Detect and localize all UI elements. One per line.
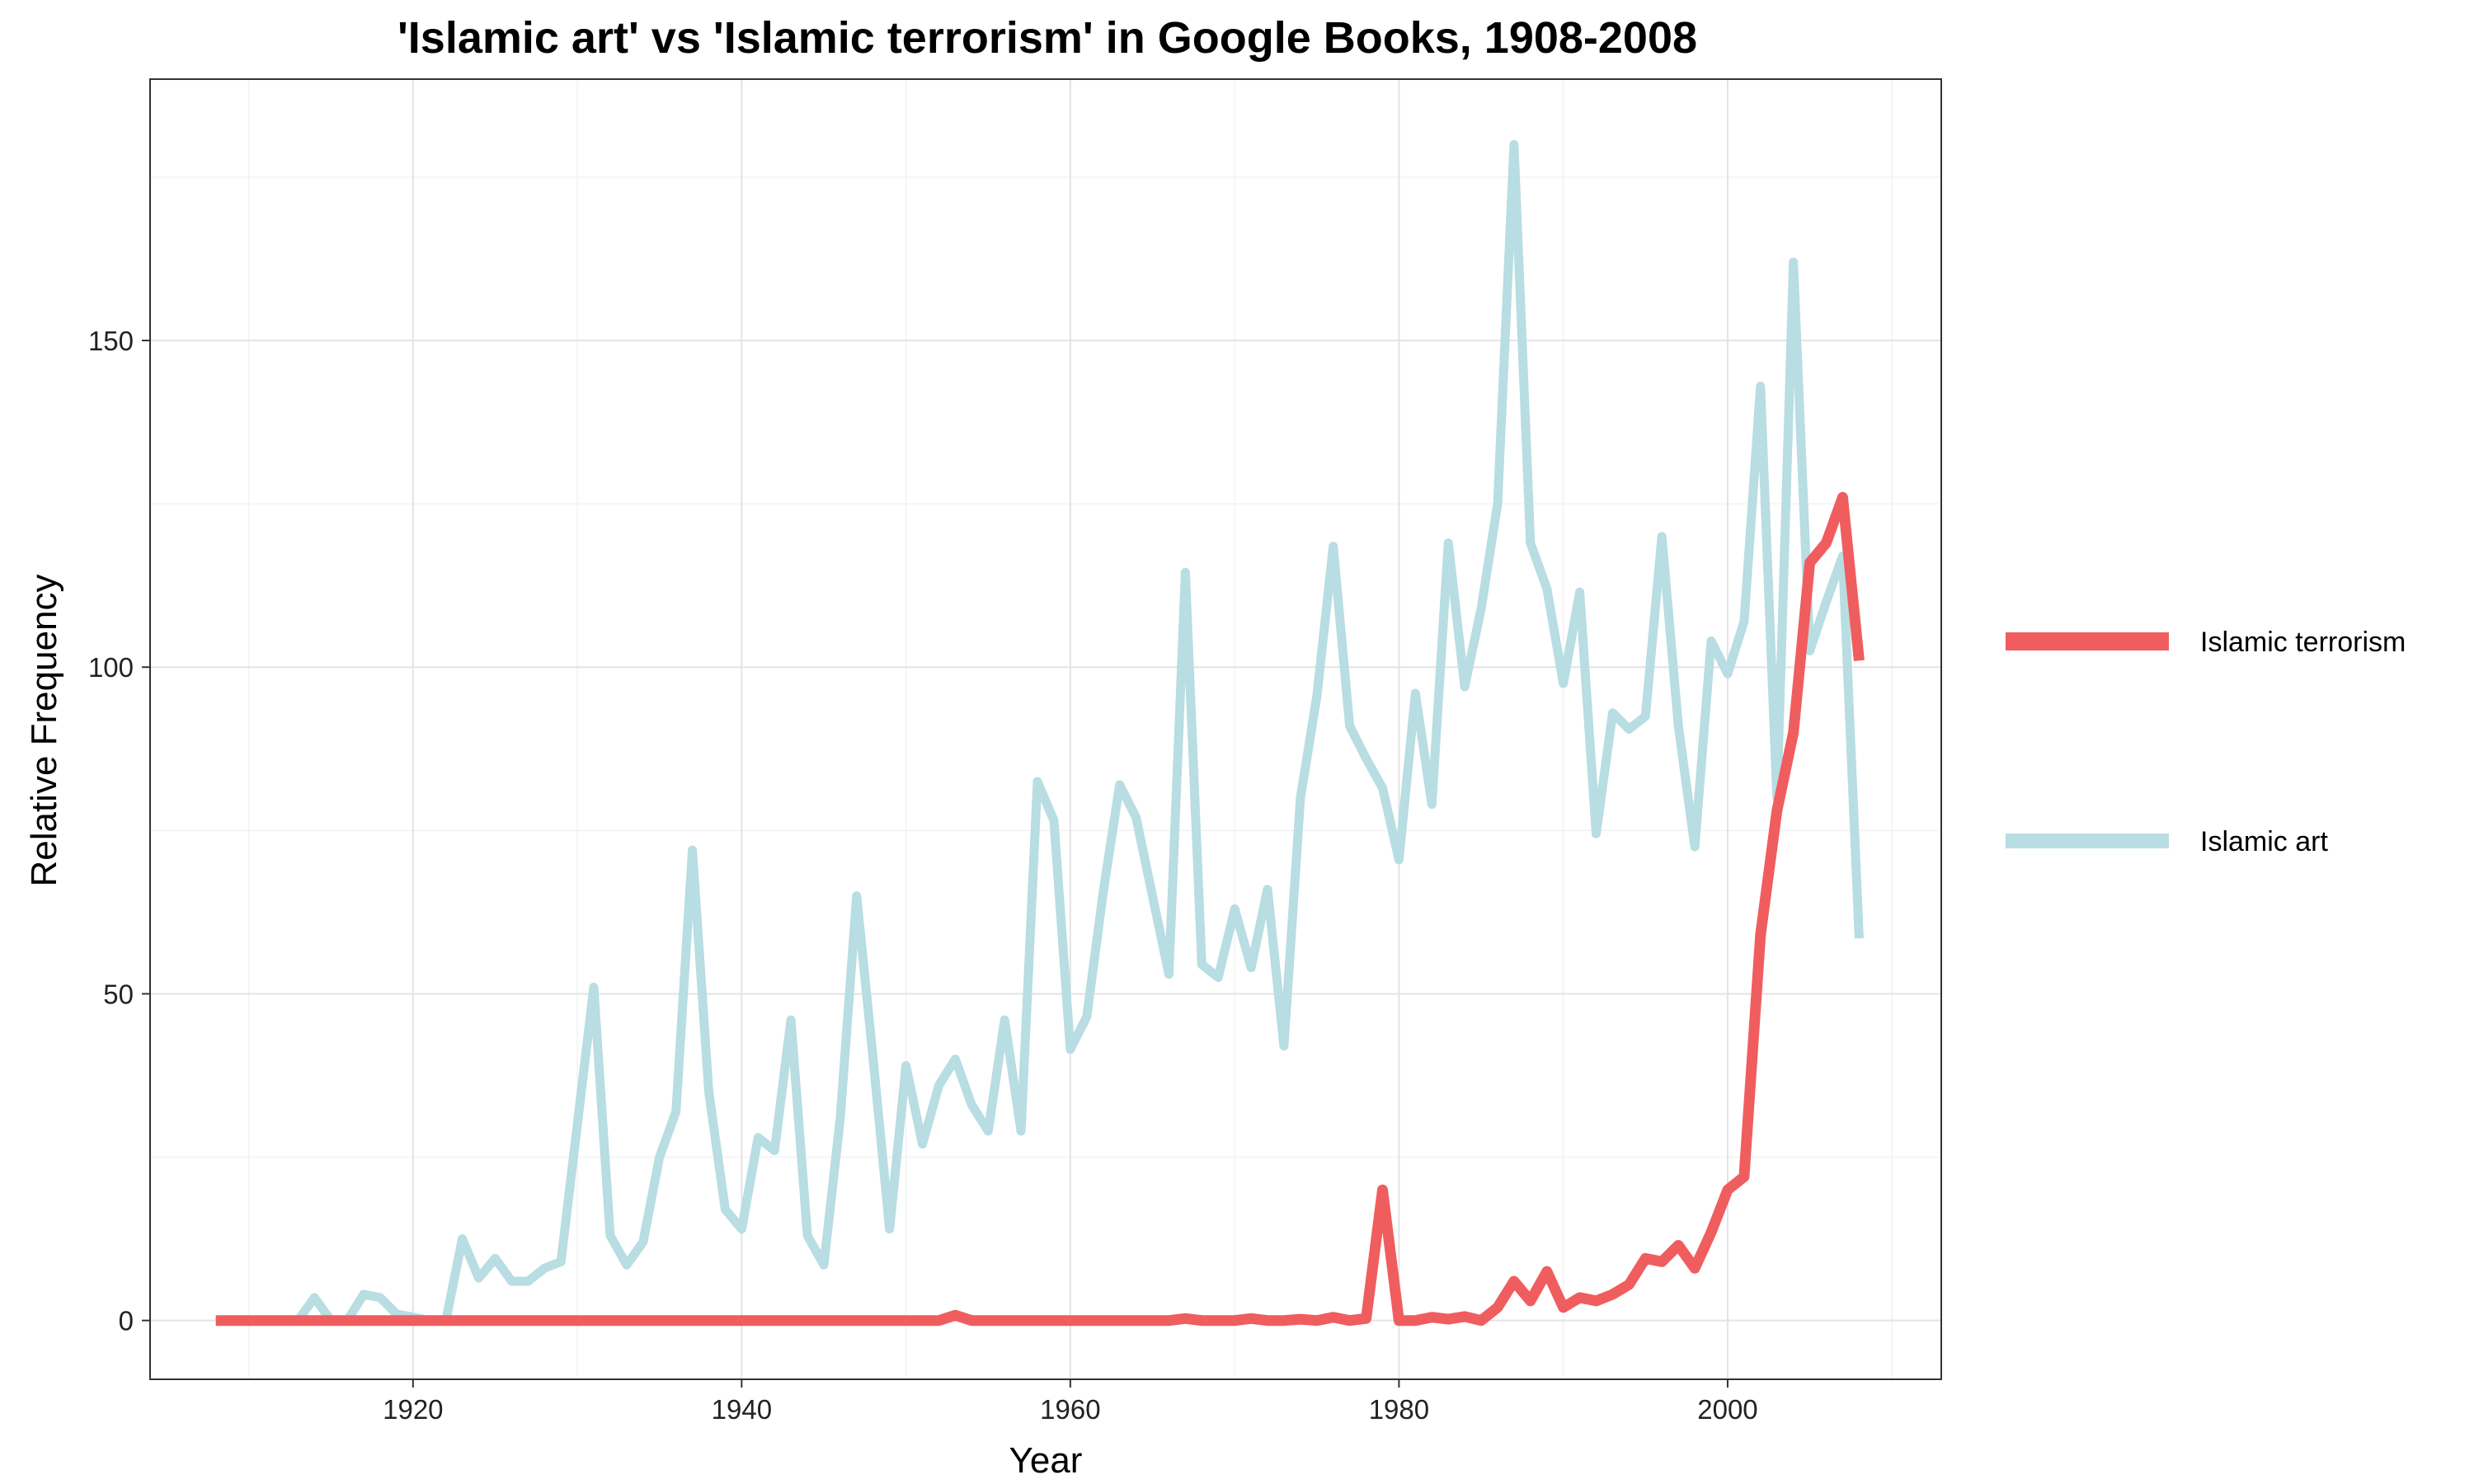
chart-title: 'Islamic art' vs 'Islamic terrorism' in … (397, 13, 1697, 63)
x-axis-title: Year (1009, 1440, 1083, 1481)
legend-label: Islamic terrorism (2200, 627, 2406, 658)
plot-panel (150, 79, 1941, 1379)
x-tick-label: 1960 (1040, 1394, 1100, 1425)
legend: Islamic terrorism Islamic art (2006, 627, 2406, 857)
series-line-islamic-terrorism (215, 491, 1865, 1327)
legend-label: Islamic art (2200, 826, 2328, 857)
y-tick-label: 50 (103, 979, 134, 1009)
x-tick-label: 2000 (1697, 1394, 1757, 1425)
x-tick-label: 1920 (383, 1394, 443, 1425)
series-line-islamic-art (215, 139, 1864, 1326)
y-tick-label: 0 (119, 1306, 134, 1336)
x-tick-label: 1940 (712, 1394, 772, 1425)
grid-lines (150, 79, 1941, 1379)
y-axis: 0 50 100 150 (88, 326, 150, 1336)
plot-area (149, 78, 1942, 1380)
plot-border (149, 78, 1942, 1380)
y-tick-label: 100 (88, 652, 134, 683)
y-axis-title: Relative Frequency (24, 574, 64, 886)
y-tick-label: 150 (88, 326, 134, 356)
series-layer (215, 139, 1865, 1327)
x-axis: 1920 1940 1960 1980 2000 (383, 1379, 1758, 1425)
x-tick-label: 1980 (1369, 1394, 1429, 1425)
